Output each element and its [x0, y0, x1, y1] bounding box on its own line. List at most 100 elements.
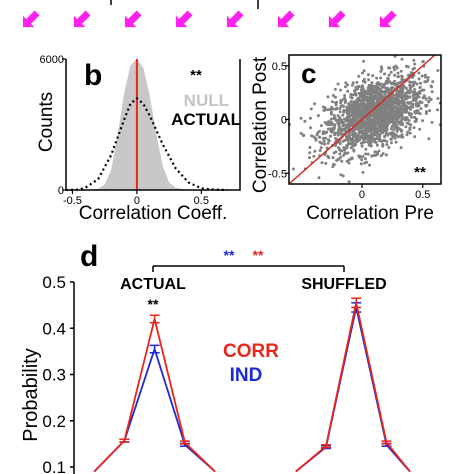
- scatter-point: [322, 130, 325, 134]
- scatter-point: [415, 103, 419, 107]
- scatter-point: [355, 80, 359, 84]
- scatter-point: [404, 117, 408, 121]
- scatter-point: [377, 149, 381, 153]
- scatter-point: [393, 68, 396, 72]
- scatter-point: [330, 130, 334, 134]
- scatter-point: [340, 159, 344, 163]
- scatter-point: [394, 92, 398, 96]
- scatter-point: [381, 143, 385, 147]
- arrow-shape: [379, 10, 397, 28]
- scatter-point: [369, 124, 373, 127]
- scatter-point: [336, 82, 340, 86]
- scatter-point: [375, 76, 379, 80]
- scatter-point: [386, 78, 390, 82]
- scatter-point: [319, 124, 323, 128]
- scatter-point: [375, 137, 379, 141]
- scatter-point: [412, 96, 416, 99]
- scatter-point: [349, 142, 353, 146]
- scatter-point: [349, 137, 353, 141]
- scatter-point: [370, 104, 373, 108]
- scatter-point: [395, 117, 399, 121]
- scatter-point: [369, 129, 373, 133]
- scatter-point: [387, 117, 391, 121]
- scatter-point: [402, 95, 406, 99]
- arrow-up-left-icon: [73, 10, 91, 28]
- scatter-point: [425, 103, 429, 107]
- scatter-point: [345, 110, 349, 114]
- scatter-point: [357, 115, 361, 119]
- scatter-point: [436, 97, 440, 100]
- scatter-point: [426, 76, 430, 79]
- scatter-point: [361, 170, 365, 174]
- scatter-point: [393, 106, 397, 110]
- scatter-point: [340, 99, 344, 103]
- scatter-point: [333, 116, 337, 120]
- x-tick-label: 0.5: [415, 189, 430, 201]
- scatter-point: [345, 134, 349, 138]
- scatter-point: [346, 89, 350, 93]
- scatter-point: [414, 93, 418, 97]
- scatter-point: [331, 94, 335, 97]
- y-tick-label: 0: [281, 115, 287, 127]
- scatter-point: [326, 108, 330, 112]
- scatter-point: [361, 155, 365, 159]
- scatter-point: [350, 156, 354, 160]
- scatter-point: [326, 95, 330, 99]
- scatter-point: [319, 146, 323, 150]
- scatter-point: [364, 95, 367, 99]
- scatter-point: [415, 95, 419, 99]
- scatter-point: [389, 113, 393, 117]
- scatter-point: [426, 78, 430, 82]
- scatter-point: [337, 124, 341, 128]
- scatter-point: [358, 103, 361, 107]
- scatter-point: [398, 101, 402, 105]
- panel-c-xlabel: Correlation Pre: [306, 203, 434, 224]
- scatter-point: [409, 123, 413, 127]
- scatter-point: [383, 72, 386, 76]
- scatter-point: [308, 156, 311, 160]
- scatter-point: [320, 161, 324, 165]
- scatter-point: [358, 98, 362, 102]
- scatter-point: [391, 81, 395, 85]
- scatter-point: [385, 140, 389, 143]
- scatter-point: [329, 117, 333, 121]
- scatter-point: [367, 78, 371, 82]
- scatter-point: [383, 135, 387, 139]
- scatter-point: [332, 163, 336, 167]
- scatter-point: [308, 146, 312, 149]
- scatter-point: [387, 146, 391, 149]
- arrow-shape: [124, 10, 142, 28]
- scatter-point: [373, 140, 377, 144]
- scatter-point: [344, 81, 348, 85]
- y-tick-label: 0.4: [42, 319, 66, 338]
- scatter-point: [360, 86, 364, 89]
- scatter-point: [327, 156, 331, 160]
- scatter-point: [365, 92, 369, 96]
- scatter-point: [391, 86, 395, 90]
- scatter-point: [388, 66, 392, 70]
- scatter-point: [400, 92, 403, 96]
- scatter-point: [399, 69, 403, 73]
- identity-line: [288, 54, 436, 185]
- scatter-point: [412, 126, 416, 130]
- scatter-point: [334, 103, 338, 107]
- scatter-point: [360, 144, 364, 148]
- scatter-point: [318, 149, 322, 152]
- scatter-point: [359, 110, 363, 113]
- scatter-point: [387, 107, 391, 111]
- scatter-point: [379, 120, 383, 124]
- scatter-point: [332, 114, 336, 117]
- scatter-point: [378, 83, 382, 86]
- scatter-point: [412, 82, 416, 86]
- scatter-point: [333, 125, 336, 129]
- scatter-point: [402, 101, 406, 105]
- scatter-point: [351, 120, 355, 124]
- scatter-point: [398, 81, 402, 85]
- scatter-point: [367, 108, 371, 111]
- scatter-point: [384, 118, 387, 122]
- series-corr-error-bar: [351, 297, 362, 309]
- scatter-point: [334, 118, 338, 122]
- scatter-point: [396, 125, 400, 129]
